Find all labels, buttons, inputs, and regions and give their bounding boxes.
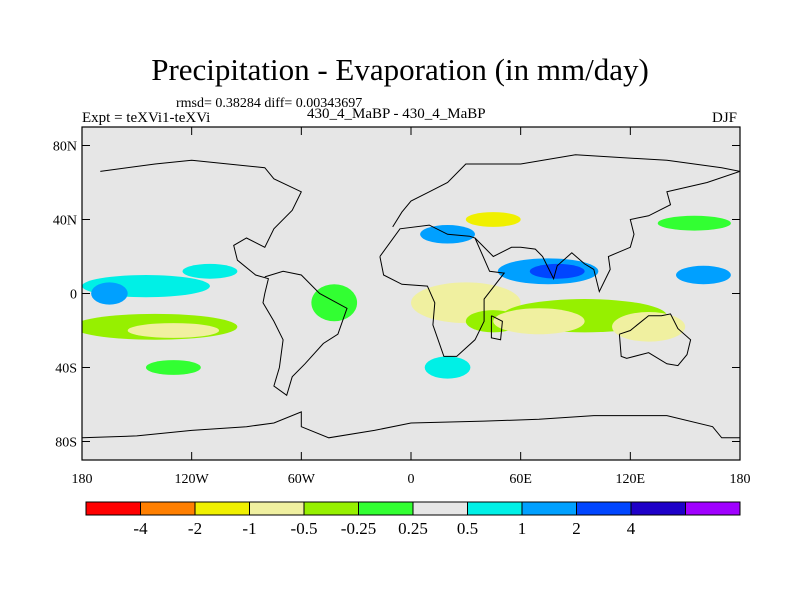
coastline-4 — [618, 313, 692, 367]
contour-region-14 — [676, 265, 731, 285]
colorbar-swatch — [249, 501, 305, 516]
period-label: 430_4_MaBP - 430_4_MaBP — [307, 106, 486, 122]
contour-region-8 — [311, 284, 358, 322]
y-tick-label: 80N — [53, 140, 77, 155]
axes: 180 120W 60W 0 60E 120E 180 80N 40N 0 40S 80S — [53, 127, 751, 487]
x-tick-label: 60W — [288, 472, 316, 487]
colorbar-swatch — [85, 501, 141, 516]
x-tick-label: 180 — [730, 472, 751, 487]
contour-region-6 — [127, 323, 220, 338]
colorbar-swatch — [303, 501, 359, 516]
contour-region-17 — [164, 230, 256, 246]
colorbar-swatch — [140, 501, 196, 516]
colorbar: -4 -2 -1 -0.5 -0.25 0.25 0.5 1 2 4 — [85, 501, 741, 538]
colorbar-label: 0.5 — [457, 519, 478, 538]
x-tick-label: 120E — [616, 472, 646, 487]
colorbar-label: 0.25 — [398, 519, 428, 538]
experiment-label: Expt = teXVi1-teXVi — [82, 110, 211, 126]
stats-label: rmsd= 0.38284 diff= 0.00343697 — [176, 96, 363, 111]
coastline-2 — [379, 224, 506, 357]
contour-region-4 — [612, 312, 686, 342]
contour-region-19 — [145, 360, 201, 375]
plot-area — [82, 127, 740, 460]
x-tick-label: 180 — [72, 472, 93, 487]
contour-region-18 — [657, 215, 731, 231]
colorbar-label: 1 — [518, 519, 527, 538]
colorbar-swatch — [194, 501, 250, 516]
contour-region-7 — [465, 212, 521, 227]
coastline-1 — [392, 154, 740, 228]
colorbar-label: 4 — [627, 519, 636, 538]
x-tick-label: 60E — [509, 472, 532, 487]
coastline-3 — [474, 170, 740, 294]
colorbar-swatch — [630, 501, 686, 516]
colorbar-label: 2 — [572, 519, 581, 538]
colorbar-swatch — [685, 501, 741, 516]
coastlines — [82, 154, 740, 439]
colorbar-swatch — [576, 501, 632, 516]
y-tick-label: 40S — [55, 362, 77, 377]
colorbar-swatch — [412, 501, 468, 516]
colorbar-swatch — [521, 501, 577, 516]
colorbar-label: -1 — [242, 519, 256, 538]
contour-region-10 — [529, 263, 585, 279]
contour-region-3 — [493, 308, 585, 335]
colorbar-swatch — [467, 501, 523, 516]
contour-region-20 — [91, 282, 128, 305]
chart-title: Precipitation - Evaporation (in mm/day) — [151, 52, 649, 87]
y-tick-label: 0 — [70, 288, 77, 303]
x-tick-label: 120W — [175, 472, 210, 487]
x-tick-label: 0 — [408, 472, 415, 487]
y-tick-label: 80S — [55, 436, 77, 451]
coastline-6 — [490, 315, 503, 341]
contour-region-16 — [580, 371, 608, 383]
coastline-5 — [82, 411, 740, 439]
season-label: DJF — [712, 110, 738, 126]
coastline-0 — [100, 159, 348, 397]
colorbar-label: -2 — [188, 519, 202, 538]
contour-region-15 — [424, 356, 471, 379]
colorbar-swatch — [358, 501, 414, 516]
contour-region-13 — [182, 263, 238, 279]
y-tick-label: 40N — [53, 214, 77, 229]
colorbar-label: -0.5 — [291, 519, 318, 538]
colorbar-label: -4 — [133, 519, 148, 538]
colorbar-label: -0.25 — [341, 519, 376, 538]
